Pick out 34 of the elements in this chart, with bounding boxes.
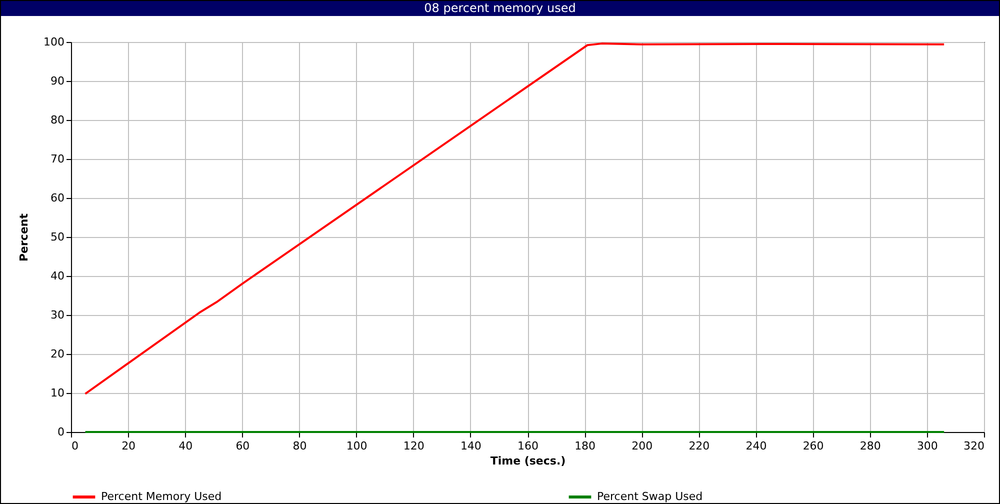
y-tick-label: 60 — [50, 192, 64, 204]
legend-label: Percent Memory Used — [101, 490, 222, 503]
y-tick-label: 100 — [44, 36, 64, 48]
x-tick-label: 80 — [292, 440, 307, 452]
x-tick-label: 180 — [574, 440, 596, 452]
y-axis-title: Percent — [18, 213, 31, 262]
x-tick-label: 200 — [632, 440, 653, 452]
y-tick-label: 30 — [50, 308, 64, 322]
y-tick-label: 90 — [50, 74, 64, 88]
x-tick-label: 320 — [964, 440, 984, 452]
x-tick-label: 100 — [346, 440, 368, 452]
x-tick-label: 260 — [802, 440, 824, 452]
y-tick-label: 10 — [50, 386, 64, 400]
x-tick-label: 160 — [518, 440, 538, 452]
x-tick-label: 140 — [460, 440, 482, 452]
line-series — [84, 42, 946, 395]
x-tick-label: 280 — [860, 440, 881, 452]
x-tick-label: 0 — [72, 440, 78, 452]
x-tick-label: 60 — [236, 440, 250, 452]
x-tick-label: 240 — [746, 440, 767, 452]
x-tick-label: 40 — [178, 440, 193, 452]
x-tick-label: 20 — [122, 440, 136, 452]
y-tick-label: 80 — [50, 114, 64, 126]
y-tick-label: 0 — [58, 426, 64, 438]
x-tick-label: 300 — [916, 440, 938, 452]
chart-title: 08 percent memory used — [1, 1, 999, 16]
y-tick-label: 40 — [50, 270, 64, 282]
y-tick-label: 50 — [50, 230, 64, 244]
x-axis-title: Time (secs.) — [490, 454, 566, 468]
y-tick-label: 70 — [50, 152, 64, 166]
y-tick-label: 20 — [50, 348, 64, 360]
legend-label: Percent Swap Used — [597, 490, 703, 503]
x-tick-label: 220 — [688, 440, 710, 452]
x-tick-label: 120 — [403, 440, 424, 452]
